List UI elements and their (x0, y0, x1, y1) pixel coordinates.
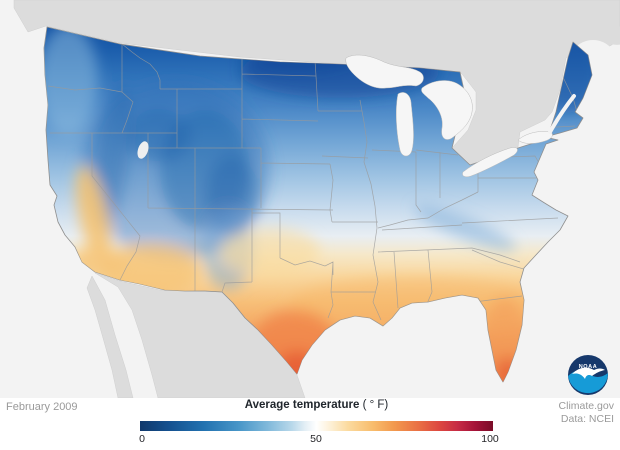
baja-california-shape (86, 275, 134, 398)
noaa-logo-text: NOAA (579, 364, 598, 370)
legend-units: ( ° F) (362, 399, 389, 411)
nova-scotia-shape (595, 23, 620, 45)
legend-title-text: Average temperature (244, 399, 360, 411)
great-lakes (137, 54, 576, 178)
st-lawrence-river (548, 94, 576, 134)
colorbar (140, 421, 493, 431)
state-borders (47, 29, 578, 321)
noaa-seagull-icon (572, 367, 605, 379)
legend-title: Average temperature ( ° F) (140, 399, 493, 411)
lake-michigan (396, 92, 414, 157)
lake-ontario (517, 131, 553, 144)
colorbar-tick-mid: 50 (310, 433, 322, 445)
colorbar-tick-max: 100 (481, 433, 499, 445)
colorbar-tick-min: 0 (139, 433, 145, 445)
date-label: February 2009 (6, 401, 78, 413)
map-canvas: NOAA (0, 0, 620, 398)
source-data: Data: NCEI (560, 412, 614, 425)
great-salt-lake (137, 141, 149, 159)
noaa-logo-sea (568, 370, 608, 394)
noaa-logo: NOAA (568, 355, 608, 395)
source-credit: Climate.gov Data: NCEI (559, 400, 614, 425)
source-site: Climate.gov (558, 400, 614, 412)
lake-erie (462, 147, 518, 178)
lake-huron (421, 80, 473, 140)
lake-superior (345, 54, 424, 89)
